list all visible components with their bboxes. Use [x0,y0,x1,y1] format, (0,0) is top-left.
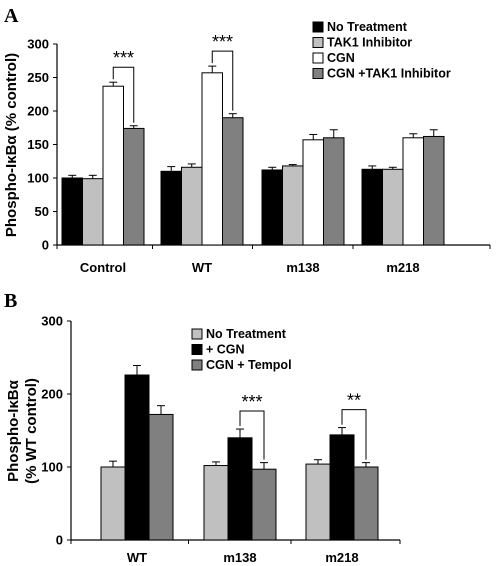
legend-swatch [191,359,203,371]
legend-label: CGN [327,51,355,65]
bar [302,139,324,246]
y-tick-label: 0 [42,238,49,253]
significance-bracket [211,50,234,111]
bar [382,168,404,246]
y-tick-label: 100 [27,171,49,186]
significance-marker: *** [212,32,233,52]
x-category-label: m218 [325,550,358,565]
significance-marker: ** [347,391,361,411]
bar [61,177,83,246]
bar [160,170,182,246]
legend-swatch [191,328,203,340]
x-category-label: m138 [286,260,319,275]
bar [282,165,304,246]
legend-swatch [312,52,324,64]
y-tick-label: 200 [27,104,49,119]
bar [251,468,277,541]
bar [222,117,244,246]
bar [148,413,174,541]
bar [203,465,229,541]
bar [329,434,355,541]
significance-bracket [341,409,367,460]
y-tick-label: 150 [27,137,49,152]
bar [402,137,424,246]
bar [323,137,345,246]
x-category-label: WT [127,550,147,565]
y-tick-label: 50 [35,204,49,219]
bar [261,169,283,246]
y-axis-label: Phospho-IκBα [5,379,22,482]
legend-label: CGN +TAK1 Inhibitor [327,67,451,81]
y-tick-label: 250 [27,70,49,85]
legend-swatch [312,68,324,79]
panel-label: B [4,290,17,312]
bar [305,463,331,541]
bar [123,127,145,246]
significance-marker: *** [241,392,262,412]
legend-label: + CGN [206,343,245,357]
x-category-label: m218 [386,260,419,275]
y-axis-label: (% WT control) [23,378,40,484]
bar [102,85,124,246]
bar [361,168,383,246]
legend-label: No Treatment [327,20,408,34]
x-category-label: WT [192,260,212,275]
bar [201,72,223,246]
legend-swatch [312,21,324,33]
bar [181,166,203,246]
legend-label: CGN + Tempol [206,358,292,372]
significance-bracket [239,410,265,460]
y-tick-label: 100 [41,460,63,475]
legend-label: TAK1 Inhibitor [327,36,412,50]
bar [227,437,253,541]
bar [82,178,104,246]
y-tick-label: 300 [27,37,49,52]
bar [100,466,126,541]
significance-marker: *** [113,48,134,68]
legend-swatch [191,344,203,355]
legend-label: No Treatment [206,327,287,341]
y-tick-label: 300 [41,314,63,329]
panel-label: A [4,5,19,27]
bar [423,135,445,246]
y-tick-label: 0 [56,533,63,548]
y-axis-label: Phospho-IκBα (% control) [3,53,20,237]
significance-bracket [112,66,135,123]
x-category-label: m138 [223,550,256,565]
legend-swatch [312,37,324,48]
x-category-label: Control [80,260,126,275]
bar [353,466,379,541]
bar [124,374,150,541]
y-tick-label: 200 [41,387,63,402]
